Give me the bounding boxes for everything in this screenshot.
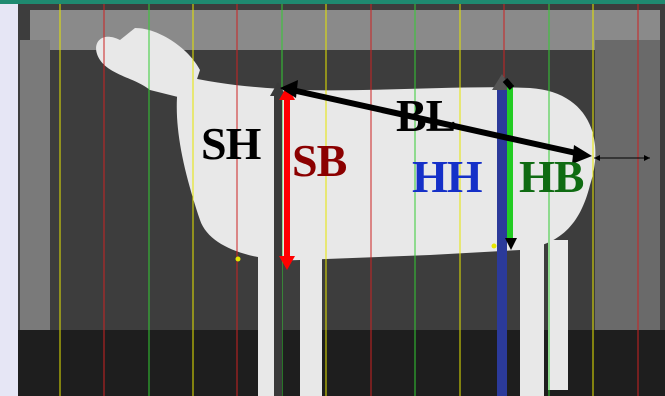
bl-arrowhead-left xyxy=(280,80,298,98)
hb-arrowhead-bottom xyxy=(505,238,517,250)
marker-dot xyxy=(491,243,497,249)
sh-arrowhead xyxy=(270,82,286,96)
sb-arrowhead-top xyxy=(279,86,295,100)
sheep-hind-leg-1 xyxy=(520,240,544,396)
reference-tick-head-right xyxy=(644,155,650,161)
photo-overlay xyxy=(18,4,665,396)
bl-arrowhead-right xyxy=(572,145,592,164)
sb-arrowhead-bottom xyxy=(279,256,295,270)
sheep-hind-leg-2 xyxy=(548,240,568,390)
top-accent-strip xyxy=(0,0,665,4)
grid-lines xyxy=(59,4,639,396)
sheep-front-leg-2 xyxy=(300,255,322,396)
sheep-photo xyxy=(18,4,665,396)
hh-bar xyxy=(497,88,507,396)
sheep-head xyxy=(96,28,200,100)
label-bl: BL xyxy=(396,90,456,141)
sh-bar xyxy=(274,92,282,396)
bl-arrow-line xyxy=(291,87,586,158)
left-panel xyxy=(0,4,18,396)
label-hh: HH xyxy=(412,151,483,202)
label-hb: HB xyxy=(519,151,584,202)
reference-tick-head-left xyxy=(594,155,600,161)
sheep-front-leg-1 xyxy=(258,250,278,396)
label-sh: SH xyxy=(201,118,261,169)
bl-arrow-stub xyxy=(502,78,515,90)
label-sb: SB xyxy=(292,135,347,186)
marker-dot xyxy=(235,256,241,262)
